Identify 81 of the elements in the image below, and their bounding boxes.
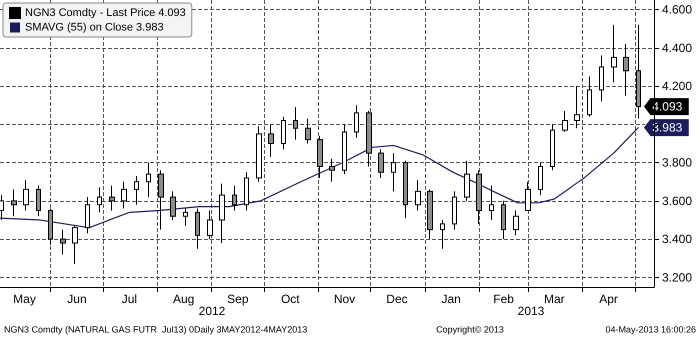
x-tick-label: Jan (441, 292, 461, 306)
candlestick (378, 148, 384, 178)
candlestick (440, 220, 445, 250)
y-tick-label: 3.200 (662, 270, 692, 284)
candlestick (391, 152, 396, 192)
candlestick (574, 86, 580, 129)
line-series (0, 127, 639, 228)
y-tick-label: 3.400 (662, 232, 692, 246)
text: NGN3 Comdty (NATURAL GAS FUTR Jul13) 0Daily 3MAY2012-4MAY2013 (4, 324, 308, 334)
candlestick (36, 185, 41, 217)
candlestick (305, 118, 311, 144)
y-tick-label: 3.800 (662, 156, 692, 170)
data-label: 3.983 (652, 120, 683, 135)
x-tick-label: Oct (280, 292, 300, 306)
candlestick (366, 110, 372, 167)
y-tick-label: 3.600 (662, 194, 692, 208)
legend-label: SMAVG (55) on Close 3.983 (25, 22, 164, 34)
candlestick (72, 225, 78, 265)
y-tick-label: 4.600 (662, 2, 692, 17)
text: 2012 (198, 304, 226, 318)
candlestick (476, 170, 482, 224)
y-tick-label: 4.400 (662, 40, 692, 55)
candlestick (550, 124, 555, 171)
candlestick (281, 116, 286, 150)
x-tick-label: Dec (386, 292, 408, 306)
candlestick (464, 160, 470, 202)
x-tick-label: Jun (67, 292, 87, 306)
candlestick (501, 200, 506, 240)
text: 04-May-2013 16:00:26 (605, 324, 696, 334)
x-tick-label: Jul (122, 292, 138, 306)
x-tick-label: Sep (227, 292, 249, 306)
candlestick (256, 126, 262, 182)
candlestick (146, 162, 151, 198)
candlestick (23, 179, 29, 211)
candlestick (60, 229, 66, 255)
legend-label: NGN3 Comdty - Last Price 4.093 (25, 7, 186, 19)
candlestick (538, 162, 543, 196)
candlestick (587, 76, 592, 118)
candlestick (121, 181, 127, 210)
candlestick (85, 196, 90, 234)
candlestick (195, 208, 200, 250)
candlestick (244, 172, 249, 211)
candlestick (207, 210, 213, 240)
candlestick (427, 188, 433, 240)
candlestick (354, 104, 359, 138)
candlestick (636, 24, 641, 120)
candlestick (219, 183, 225, 244)
y-tick-label: 4.200 (662, 79, 692, 94)
candlestick (611, 24, 617, 83)
candlestick (268, 124, 274, 158)
x-tick-label: Nov (334, 292, 356, 306)
candlestick (232, 185, 237, 211)
x-tick-label: Mar (544, 292, 565, 306)
text: 2013 (518, 304, 545, 318)
candlestick (158, 170, 164, 230)
text: Copyright© 2013 (436, 324, 504, 334)
candlestick (329, 158, 335, 182)
x-tick-label: Apr (599, 292, 618, 306)
candlestick (293, 106, 298, 140)
candlestick (513, 210, 519, 236)
candlestick (134, 176, 139, 206)
candlestick (452, 190, 457, 230)
candlestick (415, 179, 421, 211)
candlestick (317, 135, 323, 178)
candlestick (599, 54, 604, 102)
candlestick (562, 110, 568, 133)
candlestick (48, 208, 53, 246)
text: 4.093 (652, 100, 682, 114)
candlestick (109, 185, 115, 211)
x-tick-label: May (13, 292, 36, 306)
candlestick (97, 187, 102, 213)
candlestick (183, 208, 188, 226)
x-tick-label: Feb (493, 292, 514, 306)
candlestick (623, 44, 629, 96)
candlestick (489, 185, 494, 221)
candlestick (11, 188, 17, 217)
candlestick (403, 160, 408, 219)
candlestick (342, 124, 347, 175)
candlestick (170, 190, 176, 221)
candlestick (525, 181, 531, 211)
x-tick-label: Aug (172, 292, 194, 306)
